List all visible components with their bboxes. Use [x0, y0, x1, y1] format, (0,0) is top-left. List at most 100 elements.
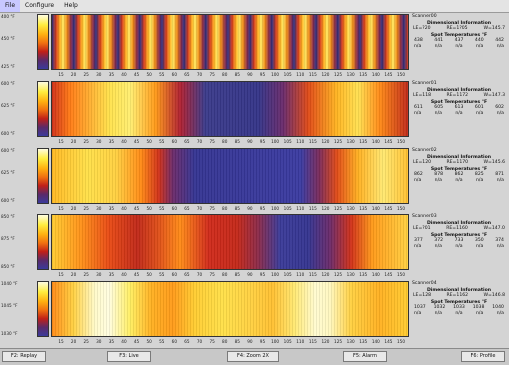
alarm-button[interactable]: F5: Alarm	[343, 351, 387, 362]
axis-tick-label: 60	[171, 206, 177, 211]
axis-tick-label: 100	[271, 139, 280, 144]
spot-temperature-value: 374	[495, 238, 504, 244]
menu-configure[interactable]: Configure	[25, 2, 55, 9]
dimension-value: W=145.6	[483, 160, 505, 166]
axis-tick-label: 55	[159, 206, 165, 211]
spot-temperatures-title: Spot Temperatures °F	[430, 166, 488, 172]
axis-tick-label: 95	[259, 139, 266, 144]
axis-tick-label: 65	[184, 139, 190, 144]
axis-tick-label: 65	[184, 339, 190, 344]
axis-tick-label: 70	[196, 139, 203, 144]
axis-tick-label: 115	[308, 206, 317, 211]
axis-tick-label: 130	[346, 72, 355, 77]
thermal-image[interactable]	[51, 14, 409, 70]
dimension-value: RE=1170	[446, 160, 469, 166]
spot-temperature-value: 350	[474, 238, 484, 244]
axis-tick-label: 120	[321, 339, 330, 344]
dimension-values: LE=?20 RE=1?05 W=145.7	[412, 26, 506, 32]
menu-file[interactable]: File	[0, 0, 21, 12]
axis-tick-label: 85	[234, 339, 240, 344]
thermal-image[interactable]	[51, 148, 409, 204]
axis-tick-label: 30	[96, 139, 102, 144]
menu-help[interactable]: Help	[64, 2, 78, 9]
profile-button[interactable]: F6: Profile	[461, 351, 505, 362]
axis-tick-label: 125	[334, 139, 343, 144]
spot-temperature-row: n/a n/a n/a n/a n/a	[412, 111, 506, 117]
scanner-panel: 600 °F 625 °F 600 °F 15 20 25 30 35 40 45 50 55 60 65…	[0, 147, 509, 213]
thermal-texture	[52, 215, 408, 269]
replay-button[interactable]: F2: Replay	[2, 351, 46, 362]
axis-tick-label: 20	[70, 206, 77, 211]
thermal-texture	[52, 82, 408, 136]
axis-tick-label: 45	[133, 339, 140, 344]
dimension-value: LE=?01	[413, 226, 431, 232]
spot-temperature-value: n/a	[455, 243, 463, 249]
axis-tick-label: 105	[283, 339, 292, 344]
position-axis: 15 20 25 30 35 40 45 50 55 60 65 70 75 80 85 90 95 100 105…	[51, 271, 409, 278]
axis-tick-label: 90	[247, 339, 253, 344]
axis-tick-label: 95	[259, 206, 266, 211]
axis-tick-label: 125	[334, 206, 343, 211]
spot-temperature-value: n/a	[455, 310, 463, 316]
spot-temperature-value: 601	[474, 105, 484, 111]
axis-tick-label: 85	[234, 206, 240, 211]
spot-temperature-value: n/a	[496, 110, 504, 116]
dimension-values: LE=128 RE=1162 W=146.8	[412, 293, 506, 299]
axis-tick-label: 70	[196, 72, 203, 77]
axis-tick-label: 50	[146, 139, 152, 144]
spot-temperature-value: 1040	[492, 305, 504, 311]
axis-tick-label: 20	[70, 72, 77, 77]
dimension-values: LE=?01 RE=1160 W=147.0	[412, 226, 506, 232]
spot-temperature-value: 862	[454, 172, 464, 178]
spot-temperature-value: 440	[474, 38, 484, 44]
thermal-image[interactable]	[51, 281, 409, 337]
spot-temperature-value: n/a	[434, 243, 442, 249]
scanner-name: Scanner01	[412, 81, 437, 86]
spot-temperature-value: n/a	[414, 243, 422, 249]
axis-tick-label: 135	[359, 272, 368, 277]
spot-temperature-value: 1038	[472, 305, 485, 311]
color-scale-bar	[37, 81, 49, 137]
axis-tick-label: 70	[196, 272, 203, 277]
thermal-texture	[52, 282, 408, 336]
spot-temperature-value: 377	[414, 238, 423, 244]
zoom-button[interactable]: F4: Zoom 2X	[227, 351, 279, 362]
scanner-info-panel: Scanner02 Dimensional Information LE=120 RE…	[412, 148, 506, 210]
axis-tick-label: 135	[359, 139, 368, 144]
dimensional-info-title: Dimensional Information	[426, 220, 492, 226]
thermal-image[interactable]	[51, 214, 409, 270]
thermal-image[interactable]	[51, 81, 409, 137]
position-axis: 15 20 25 30 35 40 45 50 55 60 65 70 75 80 85 90 95 100 105…	[51, 138, 409, 145]
axis-tick-label: 140	[371, 272, 380, 277]
spot-temperature-row: n/a n/a n/a n/a n/a	[412, 311, 506, 317]
axis-tick-label: 80	[222, 206, 228, 211]
axis-tick-label: 80	[222, 72, 228, 77]
temperature-scale-labels: 850 °F 875 °F 850 °F	[1, 214, 37, 270]
axis-tick-label: 25	[83, 339, 89, 344]
axis-tick-label: 110	[296, 272, 305, 277]
spot-temperature-value: n/a	[434, 310, 442, 316]
color-scale-bar	[37, 14, 49, 70]
spot-temperature-value: n/a	[496, 310, 504, 316]
axis-tick-label: 130	[346, 339, 355, 344]
spot-temperature-row: 438 441 437 440 442	[412, 38, 506, 44]
spot-temperatures-title: Spot Temperatures °F	[430, 99, 488, 105]
spot-temperature-value: n/a	[414, 110, 422, 116]
position-axis: 15 20 25 30 35 40 45 50 55 60 65 70 75 80 85 90 95 100 105…	[51, 205, 409, 212]
axis-tick-label: 65	[184, 72, 190, 77]
scale-label: 1030 °F	[1, 331, 18, 336]
spot-temperature-value: n/a	[434, 110, 442, 116]
spot-temperature-value: n/a	[496, 177, 504, 183]
spot-temperature-value: 602	[495, 105, 504, 111]
scanner-info-panel: Scanner01 Dimensional Information LE=118 RE…	[412, 81, 506, 143]
spot-temperature-value: 878	[434, 172, 444, 178]
color-scale-bar	[37, 148, 49, 204]
axis-tick-label: 45	[133, 72, 140, 77]
axis-tick-label: 40	[121, 339, 127, 344]
dimension-value: W=147.0	[483, 226, 505, 232]
spot-temperature-value: 1033	[453, 305, 465, 311]
live-button[interactable]: F3: Live	[107, 351, 151, 362]
axis-tick-label: 110	[296, 339, 305, 344]
scanner-info-panel: Scanner04 Dimensional Information LE=128 RE…	[412, 281, 506, 343]
axis-tick-label: 85	[234, 272, 240, 277]
